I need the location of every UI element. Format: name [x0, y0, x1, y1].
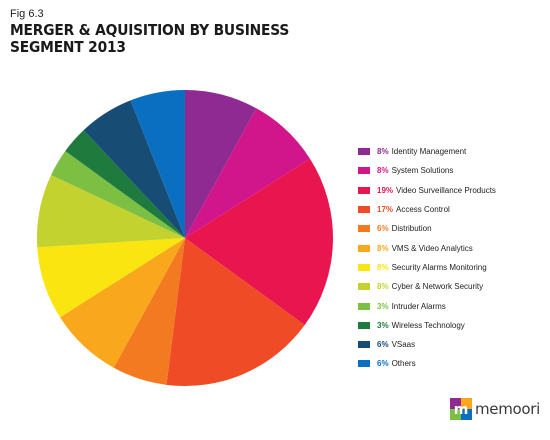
legend-label: Identity Management [391, 147, 467, 157]
legend-item-4: 6% Distribution [358, 219, 496, 238]
legend-item-2: 19% Video Surveillance Products [358, 181, 496, 200]
pie-slice-3 [166, 238, 305, 386]
legend-percent: 6% [377, 359, 389, 369]
legend-label: Intruder Alarms [391, 301, 446, 311]
legend-percent: 3% [377, 320, 389, 330]
legend-swatch [358, 283, 370, 291]
legend-swatch [358, 263, 370, 271]
legend-swatch [358, 244, 370, 252]
pie-slice-8 [51, 151, 186, 238]
pie-slice-1 [185, 108, 310, 238]
svg-text:m: m [454, 402, 469, 418]
memoori-logo-icon: m [450, 398, 472, 420]
legend-percent: 8% [377, 147, 389, 157]
legend-swatch [358, 225, 370, 233]
legend-percent: 6% [377, 340, 389, 350]
legend-percent: 6% [377, 224, 389, 234]
legend-item-9: 3% Wireless Technology [358, 316, 496, 335]
legend-percent: 17% [377, 205, 394, 215]
legend-percent: 3% [377, 301, 389, 311]
legend-swatch [358, 206, 370, 214]
legend-label: Wireless Technology [391, 320, 465, 330]
legend-label: VSaas [391, 340, 416, 350]
legend-label: Others [391, 359, 416, 369]
legend-label: Cyber & Network Security [391, 282, 484, 292]
legend-item-10: 6% VSaas [358, 335, 496, 354]
legend-item-1: 8% System Solutions [358, 161, 496, 180]
legend-percent: 8% [377, 262, 389, 272]
legend-swatch [358, 341, 370, 349]
legend-item-6: 8% Security Alarms Monitoring [358, 258, 496, 277]
legend-item-7: 8% Cyber & Network Security [358, 277, 496, 296]
legend-swatch [358, 167, 370, 175]
memoori-logo: m memoori [450, 398, 540, 420]
figure-number: Fig 6.3 [10, 8, 44, 20]
legend-swatch [358, 360, 370, 368]
legend-label: System Solutions [391, 166, 454, 176]
legend-label: Distribution [391, 224, 432, 234]
pie-slice-2 [185, 158, 333, 325]
legend-item-0: 8% Identity Management [358, 142, 496, 161]
pie-slice-9 [65, 130, 185, 238]
pie-slice-7 [36, 174, 185, 248]
legend-item-5: 8% VMS & Video Analytics [358, 238, 496, 257]
legend-label: Video Surveillance Products [396, 185, 496, 195]
legend-item-11: 6% Others [358, 354, 496, 373]
legend-label: Security Alarms Monitoring [391, 262, 487, 272]
legend-swatch [358, 302, 370, 310]
pie-slice-4 [113, 238, 185, 385]
legend-percent: 8% [377, 243, 389, 253]
legend-swatch [358, 186, 370, 194]
logo-text: memoori [475, 400, 541, 418]
legend-swatch [358, 148, 370, 156]
legend-label: VMS & Video Analytics [391, 243, 473, 253]
pie-slice-10 [83, 100, 185, 238]
pie-slice-6 [37, 238, 185, 318]
pie-slice-11 [130, 90, 185, 238]
legend-item-3: 17% Access Control [358, 200, 496, 219]
chart-legend: 8% Identity Management 8% System Solutions 1… [358, 142, 496, 374]
legend-label: Access Control [396, 205, 450, 215]
legend-percent: 8% [377, 166, 389, 176]
legend-percent: 8% [377, 282, 389, 292]
pie-slice-0 [185, 90, 257, 238]
pie-slice-5 [60, 238, 185, 368]
legend-item-8: 3% Intruder Alarms [358, 296, 496, 315]
legend-percent: 19% [377, 185, 394, 195]
legend-swatch [358, 321, 370, 329]
chart-title: MERGER & AQUISITION BY BUSINESS SEGMENT … [10, 21, 290, 56]
